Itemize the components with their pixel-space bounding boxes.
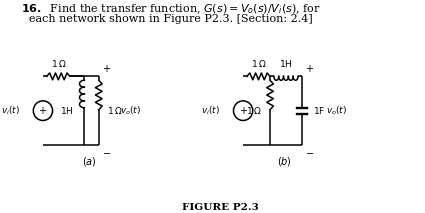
Text: $1\mathrm{H}$: $1\mathrm{H}$ bbox=[60, 105, 74, 116]
Text: $-$: $-$ bbox=[305, 147, 314, 157]
Text: $1\,\Omega$: $1\,\Omega$ bbox=[51, 58, 66, 69]
Text: $(b)$: $(b)$ bbox=[277, 155, 292, 168]
Text: $v_i(t)$: $v_i(t)$ bbox=[201, 104, 220, 117]
Text: $+$: $+$ bbox=[102, 63, 111, 74]
Text: $1\,\Omega$: $1\,\Omega$ bbox=[108, 105, 123, 116]
Text: $-$: $-$ bbox=[102, 147, 111, 157]
Text: $1\,\Omega$: $1\,\Omega$ bbox=[246, 105, 261, 116]
Text: $+$: $+$ bbox=[38, 105, 48, 116]
Text: $v_o(t)$: $v_o(t)$ bbox=[120, 104, 141, 117]
Text: each network shown in Figure P2.3. [Section: 2.4]: each network shown in Figure P2.3. [Sect… bbox=[29, 14, 313, 24]
Text: $1\,\Omega$: $1\,\Omega$ bbox=[251, 58, 266, 69]
Text: $+$: $+$ bbox=[305, 63, 314, 74]
Text: $v_o(t)$: $v_o(t)$ bbox=[326, 104, 347, 117]
Text: $(a)$: $(a)$ bbox=[82, 155, 96, 168]
Text: $1\mathrm{F}$: $1\mathrm{F}$ bbox=[313, 105, 326, 116]
Text: $1\mathrm{H}$: $1\mathrm{H}$ bbox=[279, 58, 293, 69]
Text: $+$: $+$ bbox=[238, 105, 248, 116]
Text: $\mathbf{16.}$  Find the transfer function, $G(s) = V_o(s)/V_i(s)$, for: $\mathbf{16.}$ Find the transfer functio… bbox=[21, 2, 320, 16]
Text: $v_i(t)$: $v_i(t)$ bbox=[1, 104, 20, 117]
Text: FIGURE P2.3: FIGURE P2.3 bbox=[181, 203, 258, 212]
